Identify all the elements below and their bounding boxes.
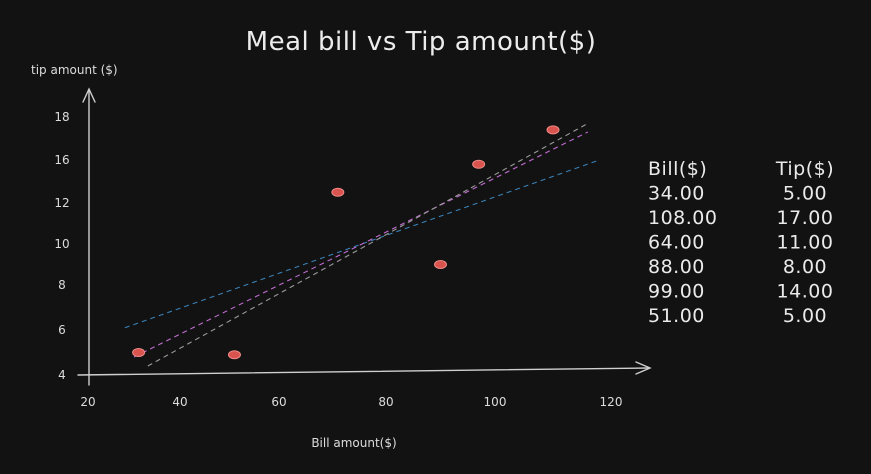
data-point: [546, 125, 560, 135]
data-points: [132, 125, 560, 360]
trend-lines: [124, 122, 600, 367]
table-cell-bill: 88.00: [648, 256, 705, 278]
chart-title: Meal bill vs Tip amount($): [246, 27, 597, 57]
table-cell-bill: 34.00: [648, 183, 705, 205]
x-tick-label: 120: [600, 395, 623, 409]
data-point: [331, 187, 345, 197]
y-tick-label: 16: [54, 153, 69, 167]
table-cell-tip: 8.00: [783, 256, 827, 278]
y-axis-label: tip amount ($): [31, 63, 118, 77]
x-axis-arrow: [635, 361, 652, 375]
table-cell-tip: 5.00: [783, 183, 827, 205]
data-table: Bill($) Tip($) 34.00 5.00 108.00 17.00 64.00 11…: [648, 158, 834, 327]
y-tick-label: 8: [58, 278, 66, 292]
table-cell-tip: 17.00: [777, 207, 834, 229]
axes: [77, 87, 652, 386]
x-axis-line: [77, 367, 650, 376]
y-tick-label: 10: [54, 237, 69, 251]
data-point: [434, 260, 447, 269]
y-tick-label: 18: [54, 110, 69, 124]
x-tick-label: 60: [271, 395, 286, 409]
table-cell-bill: 99.00: [648, 281, 705, 303]
y-tick-label: 4: [58, 368, 66, 382]
table-cell-tip: 11.00: [777, 232, 834, 254]
x-tick-label: 80: [378, 395, 393, 409]
table-cell-bill: 51.00: [648, 305, 705, 327]
table-cell-bill: 64.00: [648, 232, 705, 254]
x-tick-label: 40: [172, 395, 187, 409]
y-tick-label: 6: [58, 323, 66, 337]
y-tick-labels: 4 6 8 10 12 16 18: [54, 110, 69, 382]
data-point: [132, 348, 146, 357]
x-tick-label: 100: [484, 395, 507, 409]
data-point: [472, 159, 486, 169]
trend-line: [147, 122, 589, 367]
table-header: Tip($): [775, 158, 834, 180]
table-header: Bill($): [648, 158, 707, 180]
trend-line: [124, 159, 600, 329]
x-axis-label: Bill amount($): [311, 436, 396, 450]
table-cell-tip: 5.00: [783, 305, 827, 327]
trend-line: [133, 131, 589, 358]
y-axis-arrow: [82, 87, 96, 103]
table-cell-tip: 14.00: [777, 281, 834, 303]
table-cell-bill: 108.00: [648, 207, 717, 229]
y-tick-label: 12: [54, 196, 69, 210]
x-tick-labels: 20 40 60 80 100 120: [80, 395, 622, 409]
data-point: [227, 350, 241, 360]
x-tick-label: 20: [80, 395, 95, 409]
